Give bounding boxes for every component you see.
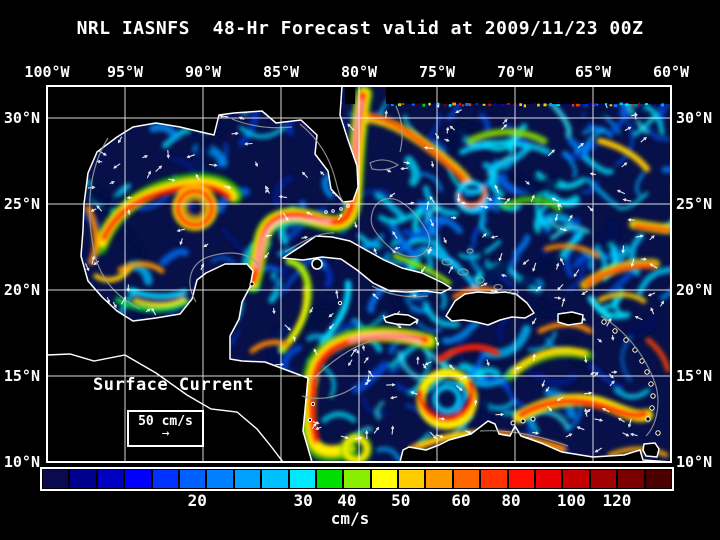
island-trinidad: [642, 442, 660, 458]
lon-tick-label: 85°W: [262, 63, 300, 81]
longitude-axis: 100°W 95°W 90°W 85°W 80°W 75°W 70°W 65°W 60°W: [0, 63, 720, 81]
island-hispaniola: [445, 291, 535, 326]
current-features: [85, 86, 671, 462]
lon-tick-label: 95°W: [106, 63, 144, 81]
colorbar-segment: [262, 470, 288, 488]
island-jamaica: [383, 313, 419, 326]
island-cuba: [282, 235, 452, 294]
colorbar-units-row: cm/s: [40, 509, 674, 529]
lon-tick-label: 100°W: [24, 63, 70, 81]
lat-tick-label: 25°N: [676, 195, 713, 213]
latitude-axis-right: 30°N 25°N 20°N 15°N 10°N: [676, 0, 720, 540]
colorbar-tick-label: 30: [293, 491, 313, 510]
lat-tick-label: 10°N: [676, 453, 713, 471]
colorbar-segment: [152, 470, 178, 488]
graticule: [47, 86, 671, 462]
lat-tick-label: 30°N: [676, 109, 713, 127]
colorbar-tick-label: 80: [501, 491, 521, 510]
lat-tick-label: 25°N: [3, 195, 40, 213]
colorbar-units: cm/s: [330, 509, 370, 528]
colorbar-segment: [70, 470, 96, 488]
lon-tick-label: 75°W: [418, 63, 456, 81]
lon-tick-label: 90°W: [184, 63, 222, 81]
colorbar-segment: [371, 470, 398, 488]
colorbar-segment: [97, 470, 124, 488]
colorbar-tick-label: 40: [337, 491, 357, 510]
colorbar-segment: [125, 470, 151, 488]
lat-tick-label: 15°N: [676, 367, 713, 385]
lat-tick-label: 20°N: [3, 281, 40, 299]
florida-keys: [324, 204, 350, 214]
colorbar-segment: [399, 470, 425, 488]
colorbar-segment: [207, 470, 233, 488]
vector-scale-box: 50 cm/s →: [127, 410, 204, 447]
lon-tick-label: 70°W: [496, 63, 534, 81]
lon-tick-label: 60°W: [652, 63, 690, 81]
colorbar-segment: [536, 470, 562, 488]
map-frame-border: [46, 85, 672, 463]
colorbar: [40, 467, 674, 491]
lat-tick-label: 20°N: [676, 281, 713, 299]
vector-scale-arrow-icon: →: [161, 426, 170, 441]
colorbar-segment: [645, 470, 671, 488]
colorbar-tick-label: 120: [602, 491, 632, 510]
lat-tick-label: 10°N: [3, 453, 40, 471]
colorbar-tick-label: 50: [391, 491, 411, 510]
colorbar-tick-label: 100: [556, 491, 586, 510]
island-puerto-rico: [557, 311, 584, 326]
out-of-domain-mask: [345, 86, 671, 104]
colorbar-segment: [344, 470, 370, 488]
colorbar-segment: [43, 470, 69, 488]
pacific-coastline: [47, 353, 284, 462]
lon-tick-label: 65°W: [574, 63, 612, 81]
colorbar-segment: [234, 470, 261, 488]
colorbar-segment: [481, 470, 507, 488]
colorbar-tick-label: 20: [187, 491, 207, 510]
vector-scale-value: 50 cm/s: [138, 414, 193, 429]
colorbar-segment: [590, 470, 617, 488]
land-south-america: [399, 420, 671, 462]
bathymetry-contours: [89, 105, 659, 447]
surface-current-label: Surface Current: [93, 375, 255, 395]
latitude-axis-left: 30°N 25°N 20°N 15°N 10°N: [0, 0, 43, 540]
island-isla-juventud: [311, 258, 323, 270]
colorbar-tick-labels: 20 30 40 50 60 80 100 120: [40, 491, 674, 510]
colorbar-segment: [316, 470, 343, 488]
colorbar-segment: [563, 470, 589, 488]
colorbar-segment: [508, 470, 535, 488]
plot-title: NRL IASNFS 48-Hr Forecast valid at 2009/…: [76, 18, 644, 39]
lat-tick-label: 30°N: [3, 109, 40, 127]
colorbar-segment: [179, 470, 206, 488]
colorbar-segment: [618, 470, 644, 488]
colorbar-tick-label: 60: [451, 491, 471, 510]
lesser-antilles: [249, 281, 661, 436]
colorbar-segment: [289, 470, 315, 488]
lat-tick-label: 15°N: [3, 367, 40, 385]
lon-tick-label: 80°W: [340, 63, 378, 81]
colorbar-segment: [453, 470, 480, 488]
colorbar-segment: [426, 470, 452, 488]
